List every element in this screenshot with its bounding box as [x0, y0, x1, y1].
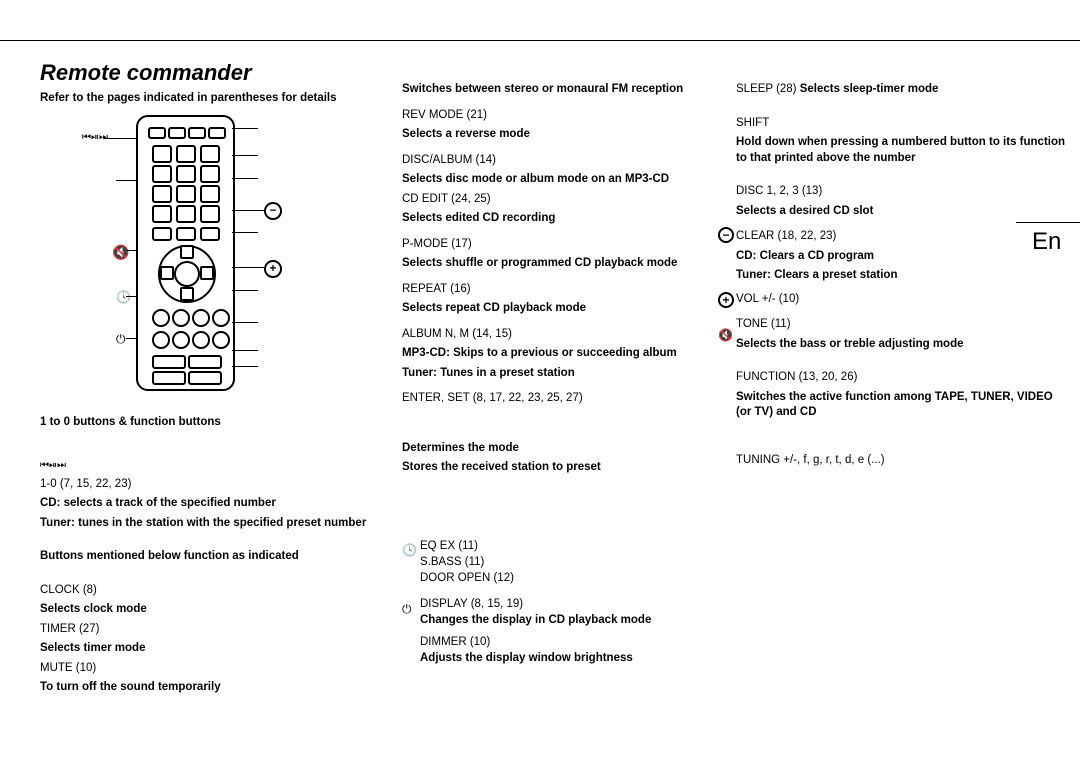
clock-icon: 🕓 — [116, 290, 131, 304]
minus-icon: − — [264, 202, 282, 220]
right-column: SLEEP (28) Selects sleep-timer mode SHIF… — [736, 82, 1066, 472]
remote-diagram — [136, 115, 235, 391]
top-rule — [0, 40, 1080, 41]
power-icon-2: ⏻ — [402, 602, 412, 617]
mute-icon: 🔇 — [112, 244, 129, 261]
clock-icon-2: 🕓 — [402, 543, 417, 557]
mid-column: Switches between stereo or monaural FM r… — [402, 82, 742, 480]
page-title: Remote commander — [40, 60, 252, 86]
minus-icon-2: − — [718, 227, 734, 243]
mute-icon-2: 🔇 — [718, 328, 733, 342]
left-column: 1 to 0 buttons & function buttons ⏮⏯⏭ 1-… — [40, 415, 390, 700]
plus-icon-2: + — [718, 292, 734, 308]
page-subtitle: Refer to the pages indicated in parenthe… — [40, 92, 337, 104]
mid-lower: 🕓 EQ EX (11) S.BASS (11) DOOR OPEN (12) … — [402, 540, 742, 668]
power-icon-1: ⏻ — [116, 332, 126, 347]
transport-icon-2: ⏮⏯⏭ — [40, 460, 66, 471]
subheading: Buttons mentioned below function as indi… — [40, 549, 390, 565]
heading-buttons: 1 to 0 buttons & function buttons — [40, 415, 390, 431]
plus-icon: + — [264, 260, 282, 278]
